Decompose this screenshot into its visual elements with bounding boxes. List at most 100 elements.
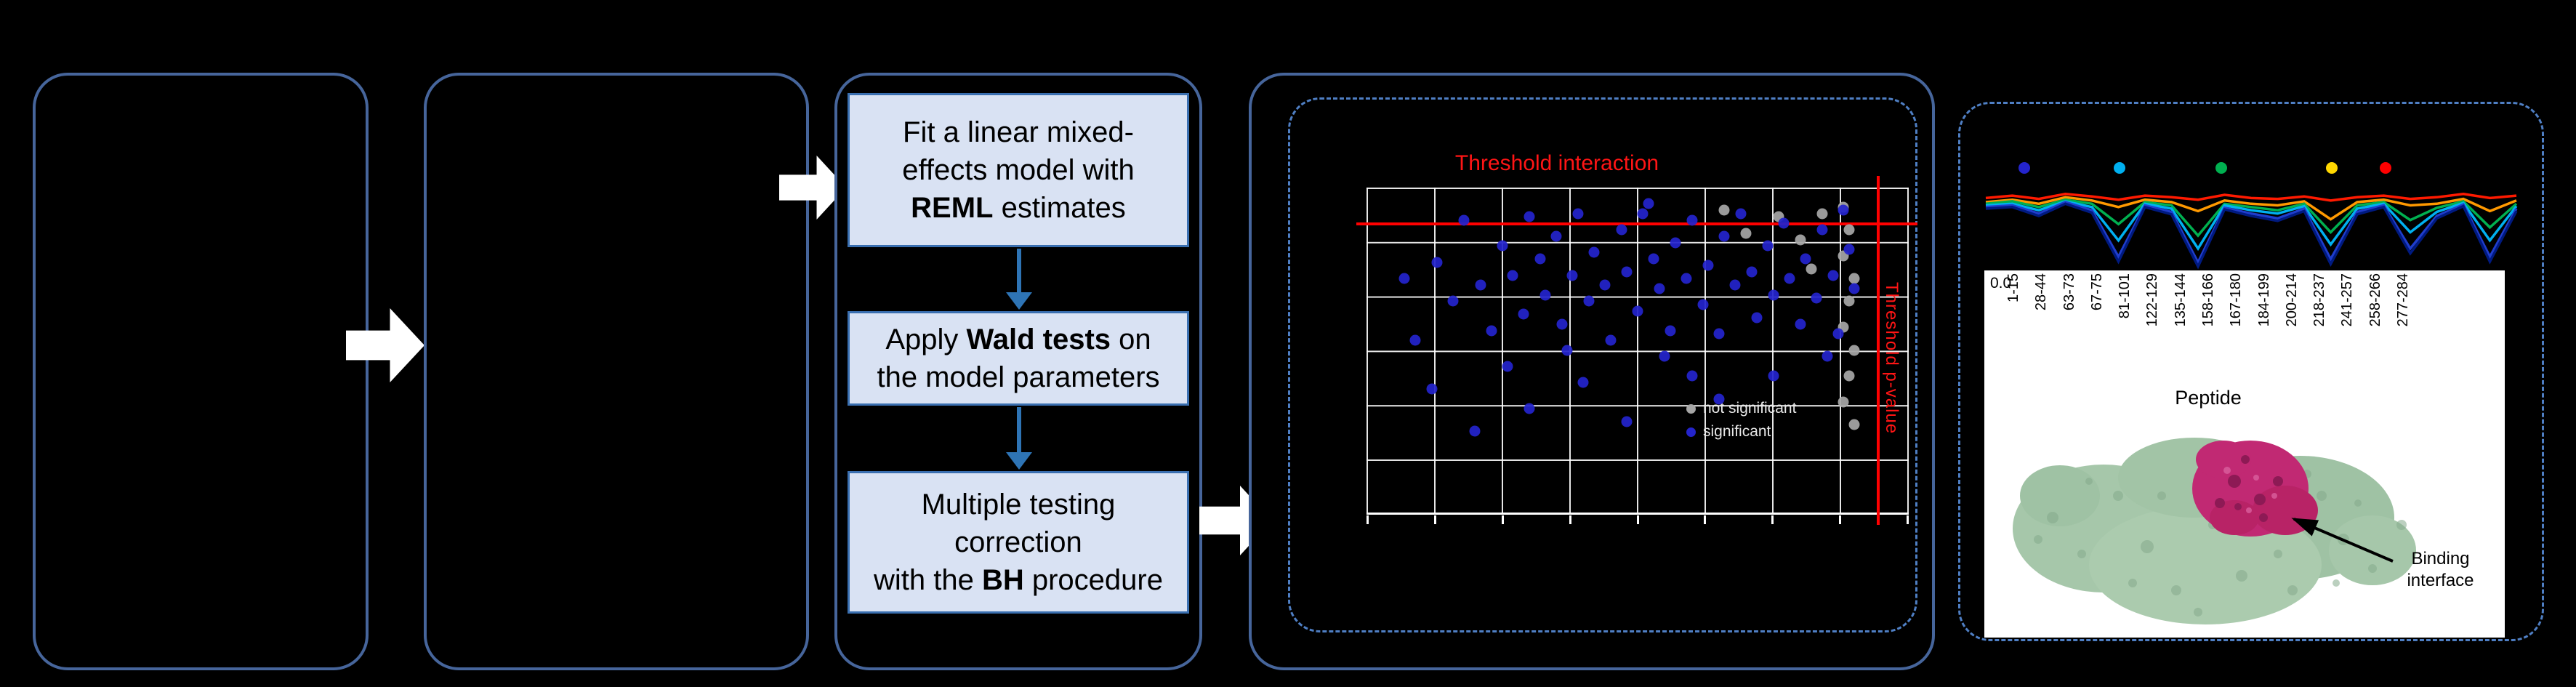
data-point	[1577, 377, 1589, 388]
scatter-legend: not significant significant	[1686, 400, 1796, 441]
peptide-tick-label: 218-237	[2311, 273, 2328, 327]
data-point	[1843, 370, 1855, 382]
peptide-plot-panel: 0.0 1-15 28-44 63-73 67-75 81-101 122-129 135-…	[1984, 270, 2505, 638]
condition-dot-icon	[2215, 162, 2227, 174]
step-text-pre: Apply	[885, 324, 967, 355]
peptide-tick-label: 81-101	[2117, 273, 2133, 319]
data-point	[1583, 295, 1595, 307]
step-text-post: on the model parameters	[877, 324, 1160, 393]
step-text-bold: BH	[981, 564, 1024, 596]
down-arrow-2	[1006, 407, 1032, 470]
data-point	[1827, 270, 1839, 281]
peptide-tick-label: 63-73	[2061, 273, 2077, 311]
data-point	[1524, 211, 1535, 222]
data-point	[1447, 295, 1459, 307]
uptake-series-orange	[1985, 196, 2517, 221]
legend-row: not significant	[1686, 400, 1796, 417]
data-point	[1486, 325, 1497, 337]
condition-dot-icon	[2114, 162, 2125, 174]
data-point	[1832, 328, 1844, 340]
data-point	[1588, 246, 1600, 258]
data-point	[1534, 253, 1546, 265]
data-point	[1599, 279, 1611, 291]
data-point	[1848, 283, 1860, 294]
condition-dot-icon	[2018, 162, 2030, 174]
peptide-tick-label: 135-144	[2172, 273, 2189, 327]
data-point	[1632, 305, 1643, 317]
data-point	[1621, 266, 1633, 278]
scatter-plot: not significant significant	[1356, 176, 1917, 525]
data-point	[1409, 334, 1421, 346]
threshold-line-horizontal	[1356, 222, 1917, 225]
input-panel	[33, 73, 369, 670]
uptake-series-blue	[1985, 201, 2518, 265]
step-text: Apply Wald tests on the model parameters	[877, 321, 1159, 396]
csv-panel: X CSV	[424, 73, 1186, 670]
data-point	[1556, 318, 1568, 330]
data-point	[1497, 240, 1508, 252]
peptide-tick-label: 258-266	[2367, 273, 2383, 327]
data-point	[1751, 312, 1763, 324]
data-point	[1729, 279, 1741, 291]
uptake-series-green	[1985, 198, 2518, 238]
peptide-tick-label: 200-214	[2283, 273, 2300, 327]
data-point	[1702, 260, 1714, 271]
peptide-tick-label: 184-199	[2255, 273, 2272, 327]
data-point	[1502, 361, 1513, 372]
uptake-series-red	[1985, 193, 2517, 202]
uptake-series-navy	[1985, 202, 2518, 270]
binding-interface-label: Binding interface	[2407, 549, 2474, 590]
data-point	[1475, 279, 1486, 291]
uptake-line-chart	[1985, 162, 2518, 270]
legend-row: significant	[1686, 423, 1796, 441]
results-dashed-box	[1288, 97, 1917, 632]
data-point	[1718, 204, 1730, 216]
data-point	[1795, 234, 1806, 246]
data-point	[1816, 208, 1828, 220]
data-point	[1848, 273, 1860, 284]
data-point	[1816, 224, 1828, 236]
data-point	[1643, 198, 1654, 209]
step-bh-box: Multiple testing correction with the BH …	[848, 471, 1189, 614]
data-point	[1843, 224, 1855, 236]
data-point	[1713, 393, 1725, 405]
data-point	[1524, 403, 1535, 414]
peptide-tick-label: 241-257	[2339, 273, 2356, 327]
peptide-tick-label: 122-129	[2144, 273, 2161, 327]
y-axis-tick-label: 0.0	[1990, 275, 2012, 292]
data-point	[1697, 299, 1709, 310]
data-point	[1838, 396, 1849, 408]
peptide-tick-label: 277-284	[2394, 273, 2411, 327]
data-point	[1784, 273, 1795, 284]
data-point	[1469, 425, 1481, 437]
data-point	[1539, 289, 1551, 300]
data-point	[1838, 204, 1849, 216]
protein-structure	[2013, 438, 2416, 624]
data-point	[1762, 240, 1774, 252]
data-point	[1718, 230, 1730, 242]
data-point	[1566, 270, 1578, 281]
data-point	[1795, 318, 1806, 330]
data-point	[1768, 289, 1779, 300]
data-point	[1686, 370, 1698, 382]
peptide-tick-label: 1-15	[2005, 273, 2021, 303]
down-arrow-1	[1006, 249, 1032, 310]
data-point	[1561, 345, 1573, 355]
threshold-interaction-label: Threshold interaction	[1454, 151, 1659, 175]
step-text-pre: Fit a linear mixed- effects model with	[902, 116, 1135, 186]
step-text-pre: Multiple testing correction with the	[874, 489, 1116, 596]
peptide-tick-label: 67-75	[2088, 273, 2105, 311]
peptide-tick-label: 28-44	[2033, 273, 2050, 311]
data-point	[1843, 295, 1855, 307]
threshold-line-vertical	[1877, 176, 1880, 525]
step-text-bold: REML	[911, 192, 994, 224]
data-point	[1659, 350, 1670, 362]
legend-label: not significant	[1703, 400, 1797, 417]
data-point	[1843, 244, 1855, 255]
peptide-tick-labels: 1-15 28-44 63-73 67-75 81-101 122-129 135-144 1…	[2005, 273, 2411, 384]
peptide-tick-label: 167-180	[2228, 273, 2245, 327]
data-point	[1550, 230, 1562, 242]
data-point	[1426, 383, 1438, 395]
data-point	[1822, 350, 1833, 362]
peptide-tick-label: 158-166	[2199, 273, 2216, 327]
